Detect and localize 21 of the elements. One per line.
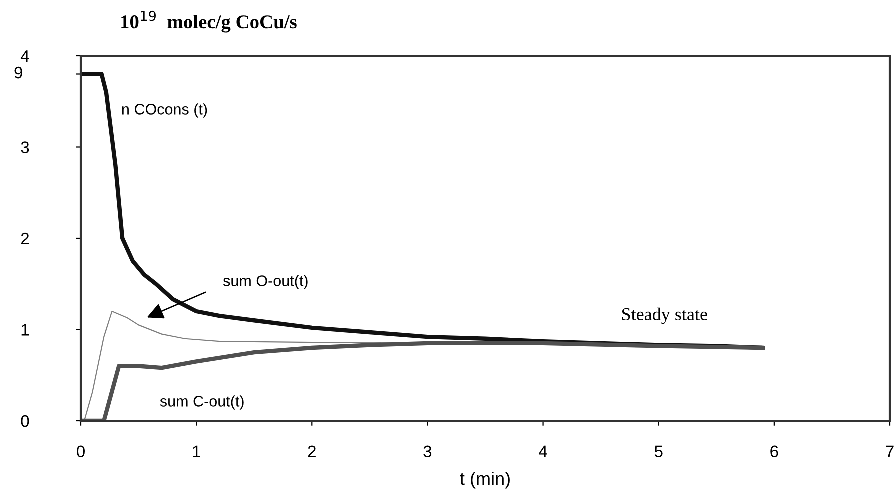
y-tick-label: 4 xyxy=(20,50,30,62)
x-tick-label: 5 xyxy=(654,446,663,458)
line-series xyxy=(81,341,765,421)
x-tick-label: 6 xyxy=(770,446,778,458)
chart-title: 10$^{19}$ molec/g CoCu/s xyxy=(122,10,297,33)
y-tick-label: 1 xyxy=(22,324,30,336)
text: sum O-out(t) xyxy=(223,275,308,290)
y-tick-label: 2 xyxy=(21,232,30,245)
x-tick-label: 4 xyxy=(539,446,548,458)
y-tick-label: 3 xyxy=(21,142,30,154)
x-axis-title: t (min) xyxy=(460,472,510,489)
text: 9 xyxy=(14,66,22,79)
x-tick-label: 3 xyxy=(424,446,432,458)
annotation: Steady state xyxy=(622,308,708,324)
series-label: sum C-out(t) xyxy=(160,396,244,410)
x-tick-label: 0 xyxy=(77,446,85,458)
x-tick-label: 1 xyxy=(193,446,200,458)
series-label: n COcons (t) xyxy=(122,104,208,118)
y-tick-label: 0 xyxy=(21,415,30,428)
x-tick-label: 7 xyxy=(886,446,894,458)
x-tick-label: 2 xyxy=(308,446,316,458)
